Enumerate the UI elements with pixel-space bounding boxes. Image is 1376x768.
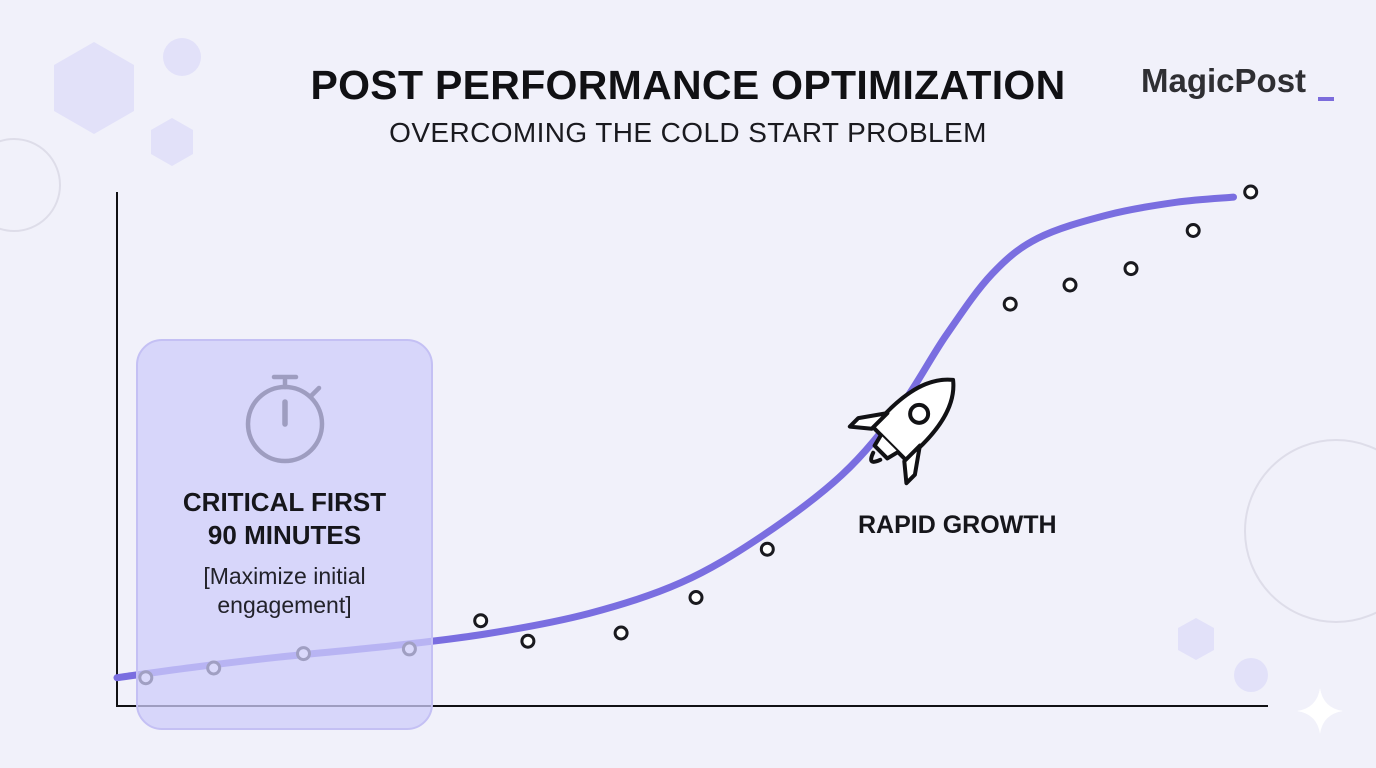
background-decor [0,38,1376,734]
decor-ring-left [0,138,61,232]
data-point-5 [520,633,536,649]
data-point-4 [473,613,489,629]
critical-window-highlight [136,339,433,730]
chart-title: POST PERFORMANCE OPTIMIZATION [310,62,1066,108]
data-point-8 [759,541,775,557]
rapid-growth-label: RAPID GROWTH [858,511,1057,539]
critical-window-note-line2: engagement] [217,592,352,618]
critical-window-note-line1: [Maximize initial [203,563,366,589]
decor-hexagon-small [151,118,193,166]
data-point-10 [1062,277,1078,293]
brand-logo: MagicPost [1141,62,1307,99]
data-point-12 [1185,223,1201,238]
critical-window-title-line2: 90 MINUTES [207,520,362,550]
data-point-7 [688,590,704,605]
data-point-13 [1243,184,1259,200]
decor-ring-right [1244,439,1376,623]
sparkle-icon [1297,688,1343,734]
decor-hexagon-right [1178,618,1214,660]
rocket-icon [847,377,956,486]
decor-circle-small [163,38,201,76]
decor-hexagon-large [54,42,134,134]
data-point-9 [1002,296,1018,312]
brand-cursor [1318,97,1334,101]
data-point-11 [1123,261,1139,277]
critical-window-note: [Maximize initial engagement] [136,562,433,620]
decor-circle-right [1234,658,1268,692]
critical-window-title-line1: CRITICAL FIRST [182,487,387,517]
data-point-6 [613,625,629,641]
chart-subtitle: OVERCOMING THE COLD START PROBLEM [389,117,987,148]
critical-window-title: CRITICAL FIRST 90 MINUTES [136,486,433,552]
